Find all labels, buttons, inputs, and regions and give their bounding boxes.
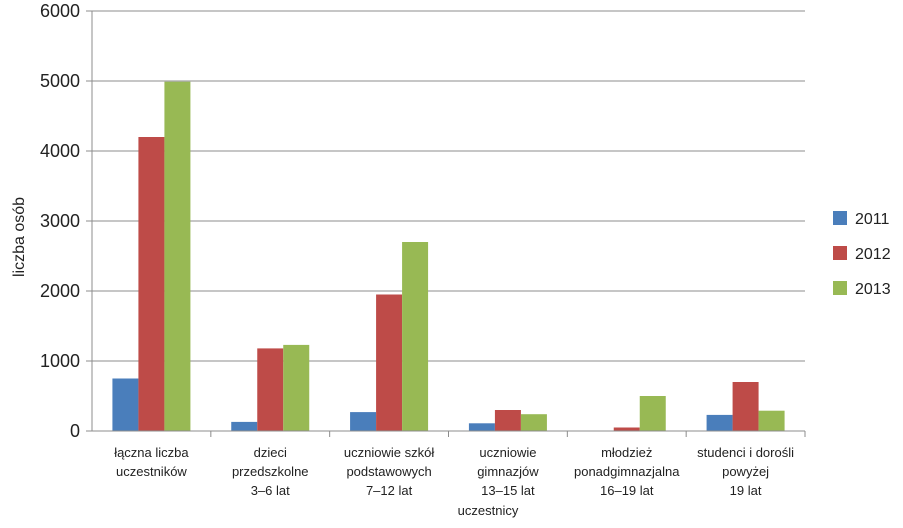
bar-2011 xyxy=(468,423,495,431)
bar-2013 xyxy=(402,242,429,431)
bar-2013 xyxy=(520,414,547,431)
x-axis-title: uczestnicy xyxy=(458,503,519,518)
y-tick-label: 3000 xyxy=(40,211,80,231)
bar-2013 xyxy=(639,396,666,431)
y-tick-label: 4000 xyxy=(40,141,80,161)
legend-swatch-2011 xyxy=(833,211,847,225)
y-tick-label: 6000 xyxy=(40,1,80,21)
bar-2012 xyxy=(257,348,284,431)
bar-2012 xyxy=(732,382,759,431)
bar-2012 xyxy=(138,137,165,431)
x-category-label: studenci i dorośli powyżej 19 lat xyxy=(697,445,794,498)
x-category-label: młodzież ponadgimnazjalna 16–19 lat xyxy=(574,445,680,498)
y-tick-label: 2000 xyxy=(40,281,80,301)
legend-swatch-2012 xyxy=(833,246,847,260)
y-axis-title: liczba osób xyxy=(11,197,28,277)
bar-2013 xyxy=(164,81,191,431)
legend-label-2012: 2012 xyxy=(855,246,891,263)
y-tick-label: 5000 xyxy=(40,71,80,91)
legend-label-2013: 2013 xyxy=(855,281,891,298)
x-category-label: uczniowie szkół podstawowych 7–12 lat xyxy=(344,445,434,498)
gridlines xyxy=(92,10,805,362)
bar-2012 xyxy=(613,427,640,431)
bar-2011 xyxy=(112,378,139,431)
bar-2013 xyxy=(758,410,785,431)
bar-2012 xyxy=(494,410,521,431)
bar-2011 xyxy=(350,412,377,431)
x-category-label: łączna liczba uczestników xyxy=(114,445,189,479)
bar-2013 xyxy=(283,344,310,431)
bar-2012 xyxy=(376,294,403,431)
legend-label-2011: 2011 xyxy=(855,211,890,228)
bars xyxy=(112,81,785,431)
y-tick-label: 1000 xyxy=(40,351,80,371)
bar-2011 xyxy=(231,421,258,431)
legend-swatch-2013 xyxy=(833,281,847,295)
x-category-label: dzieci przedszkolne 3–6 lat xyxy=(232,445,309,498)
axes: 0 1000 2000 3000 4000 5000 6000 łączna liczba uc… xyxy=(40,1,806,498)
x-category-label: uczniowie gimnazjów 13–15 lat xyxy=(477,445,539,498)
bar-2011 xyxy=(706,414,733,431)
legend: 2011 2012 2013 xyxy=(833,211,891,298)
y-tick-label: 0 xyxy=(70,421,80,441)
